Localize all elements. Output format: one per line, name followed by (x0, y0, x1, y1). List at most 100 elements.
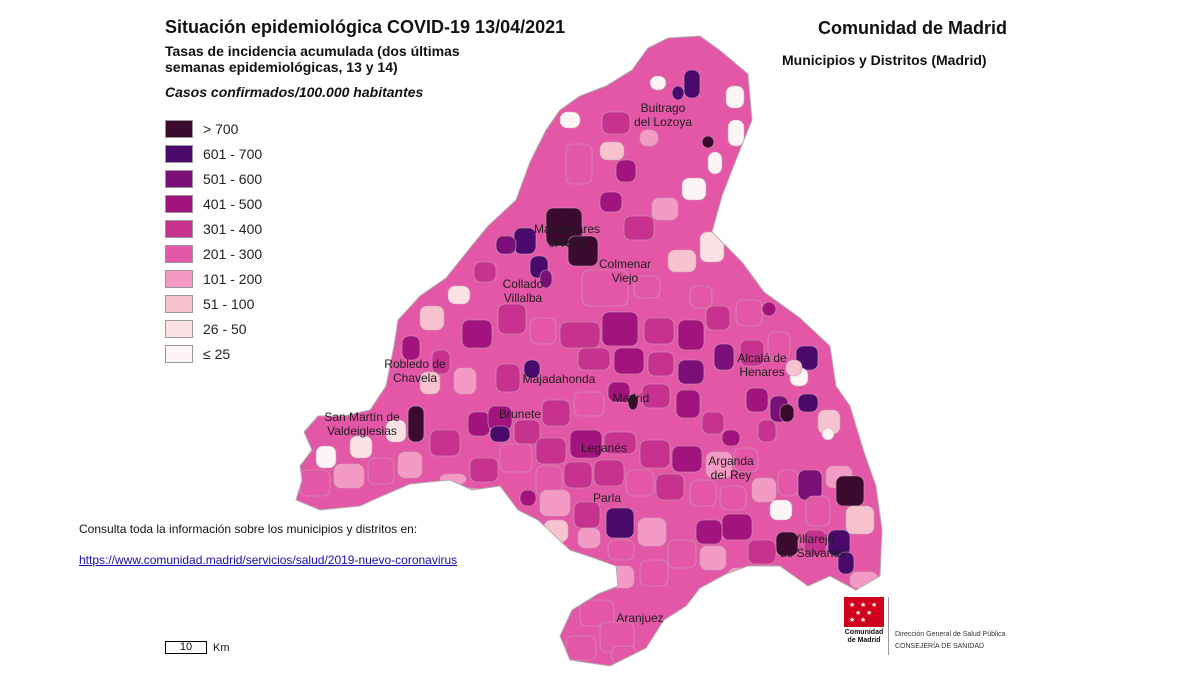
legend-item: 501 - 600 (165, 166, 262, 191)
logo-line-1: Comunidad (844, 629, 884, 636)
municipality-cell (701, 135, 715, 149)
municipality-cell (699, 231, 725, 263)
place-label-leganes: Leganés (581, 441, 627, 455)
municipality-cell (541, 399, 571, 427)
municipality-cell (667, 539, 697, 569)
municipality-cell (707, 151, 723, 175)
legend-label: 501 - 600 (203, 170, 263, 187)
municipality-cell (599, 141, 625, 161)
municipality-cell (385, 419, 407, 443)
cells-group (299, 69, 879, 665)
place-labels: Buitrago del Lozoya Manzanares el Real Col… (324, 101, 846, 625)
place-label-aranjuez: Aranjuez (616, 611, 663, 625)
scale-bar: 10 Km (165, 641, 230, 654)
legend-label: 101 - 200 (203, 270, 263, 287)
legend-label: > 700 (203, 120, 239, 137)
legend-item: 601 - 700 (165, 141, 262, 166)
municipality-cell (719, 485, 747, 511)
municipality-cell (615, 159, 637, 183)
legend-swatch (165, 294, 193, 313)
municipality-cell (677, 319, 705, 351)
municipality-cell (797, 469, 823, 501)
municipality-cell (733, 447, 759, 473)
legend-label: 301 - 400 (203, 220, 263, 237)
municipality-cell (489, 425, 511, 443)
municipality-cell (671, 85, 685, 101)
municipality-cell (647, 351, 675, 377)
municipality-cell (523, 359, 541, 379)
legend-item: > 700 (165, 116, 262, 141)
municipality-cell (633, 275, 661, 299)
municipality-cell (785, 359, 803, 377)
municipality-cell (607, 381, 631, 403)
department-name: Dirección General de Salud Pública (895, 631, 1006, 638)
municipality-cell (623, 215, 655, 241)
legend-swatch (165, 269, 193, 288)
municipality-cell (695, 519, 723, 545)
municipality-cell (419, 305, 445, 331)
municipality-cell (755, 565, 781, 579)
municipality-cell (573, 391, 605, 417)
place-label-brunete: Brunete (499, 407, 541, 421)
flag-icon: ★ ★ ★ ★ ★ ★ ★ (844, 597, 884, 627)
logo-divider (888, 597, 889, 655)
municipality-cell (639, 439, 671, 469)
municipality-cell (655, 473, 685, 501)
municipality-cell (805, 495, 831, 527)
municipality-cell (539, 489, 571, 517)
scale-box: 10 (165, 641, 207, 654)
municipality-cell (777, 469, 799, 497)
legend-swatch (165, 194, 193, 213)
municipality-cell (559, 321, 601, 349)
municipality-cell (639, 129, 659, 147)
place-label-manzanares: Manzanares el Real (534, 222, 600, 250)
municipality-cell (837, 551, 855, 575)
municipality-cell (667, 249, 697, 273)
municipality-cell (689, 479, 717, 507)
place-label-majadahonda: Majadahonda (523, 372, 596, 386)
municipality-cell (721, 513, 753, 541)
subtitle-line-2: semanas epidemiológicas, 13 y 14) (165, 59, 398, 75)
municipality-cell (603, 431, 637, 455)
municipality-cell (565, 635, 597, 661)
municipality-cell (349, 435, 373, 459)
municipality-cell (299, 469, 331, 497)
municipality-cell (577, 527, 601, 549)
municipality-cell (605, 507, 635, 539)
municipality-cell (725, 85, 745, 109)
municipality-cell (407, 405, 425, 443)
legend-item: ≤ 25 (165, 341, 262, 366)
legend-swatch (165, 244, 193, 263)
municipality-cell (577, 347, 611, 371)
municipality-cell (705, 305, 731, 331)
municipality-cell (643, 317, 675, 345)
municipality-cell (699, 545, 727, 571)
municipality-cell (497, 303, 527, 335)
municipality-cell (769, 499, 793, 521)
municipality-cell (639, 559, 669, 587)
municipality-cell (835, 475, 865, 507)
municipality-cell (333, 463, 365, 489)
municipality-cell (757, 419, 777, 443)
municipality-cell (797, 393, 819, 413)
municipality-cell (539, 269, 553, 289)
scope-label: Municipios y Distritos (Madrid) (782, 52, 987, 68)
place-label-san-martin: San Martín de Valdeiglesias (324, 410, 400, 438)
municipality-cell (397, 451, 423, 479)
legend-swatch (165, 119, 193, 138)
municipality-cell (713, 343, 735, 371)
choropleth-map: Buitrago del Lozoya Manzanares el Real Col… (295, 35, 883, 667)
municipality-cell (727, 119, 745, 147)
info-link[interactable]: https://www.comunidad.madrid/servicios/s… (79, 553, 458, 567)
consult-text: Consulta toda la información sobre los m… (79, 522, 418, 536)
municipality-cell (563, 461, 593, 489)
municipality-cell (627, 393, 639, 411)
region-title: Comunidad de Madrid (818, 18, 1007, 38)
municipality-cell (821, 427, 835, 441)
municipality-cell (677, 359, 705, 385)
municipality-cell (671, 445, 703, 473)
legend-item: 401 - 500 (165, 191, 262, 216)
legend-label: 601 - 700 (203, 145, 263, 162)
municipality-cell (559, 111, 581, 129)
place-label-robledo: Robledo de Chavela (384, 357, 446, 385)
